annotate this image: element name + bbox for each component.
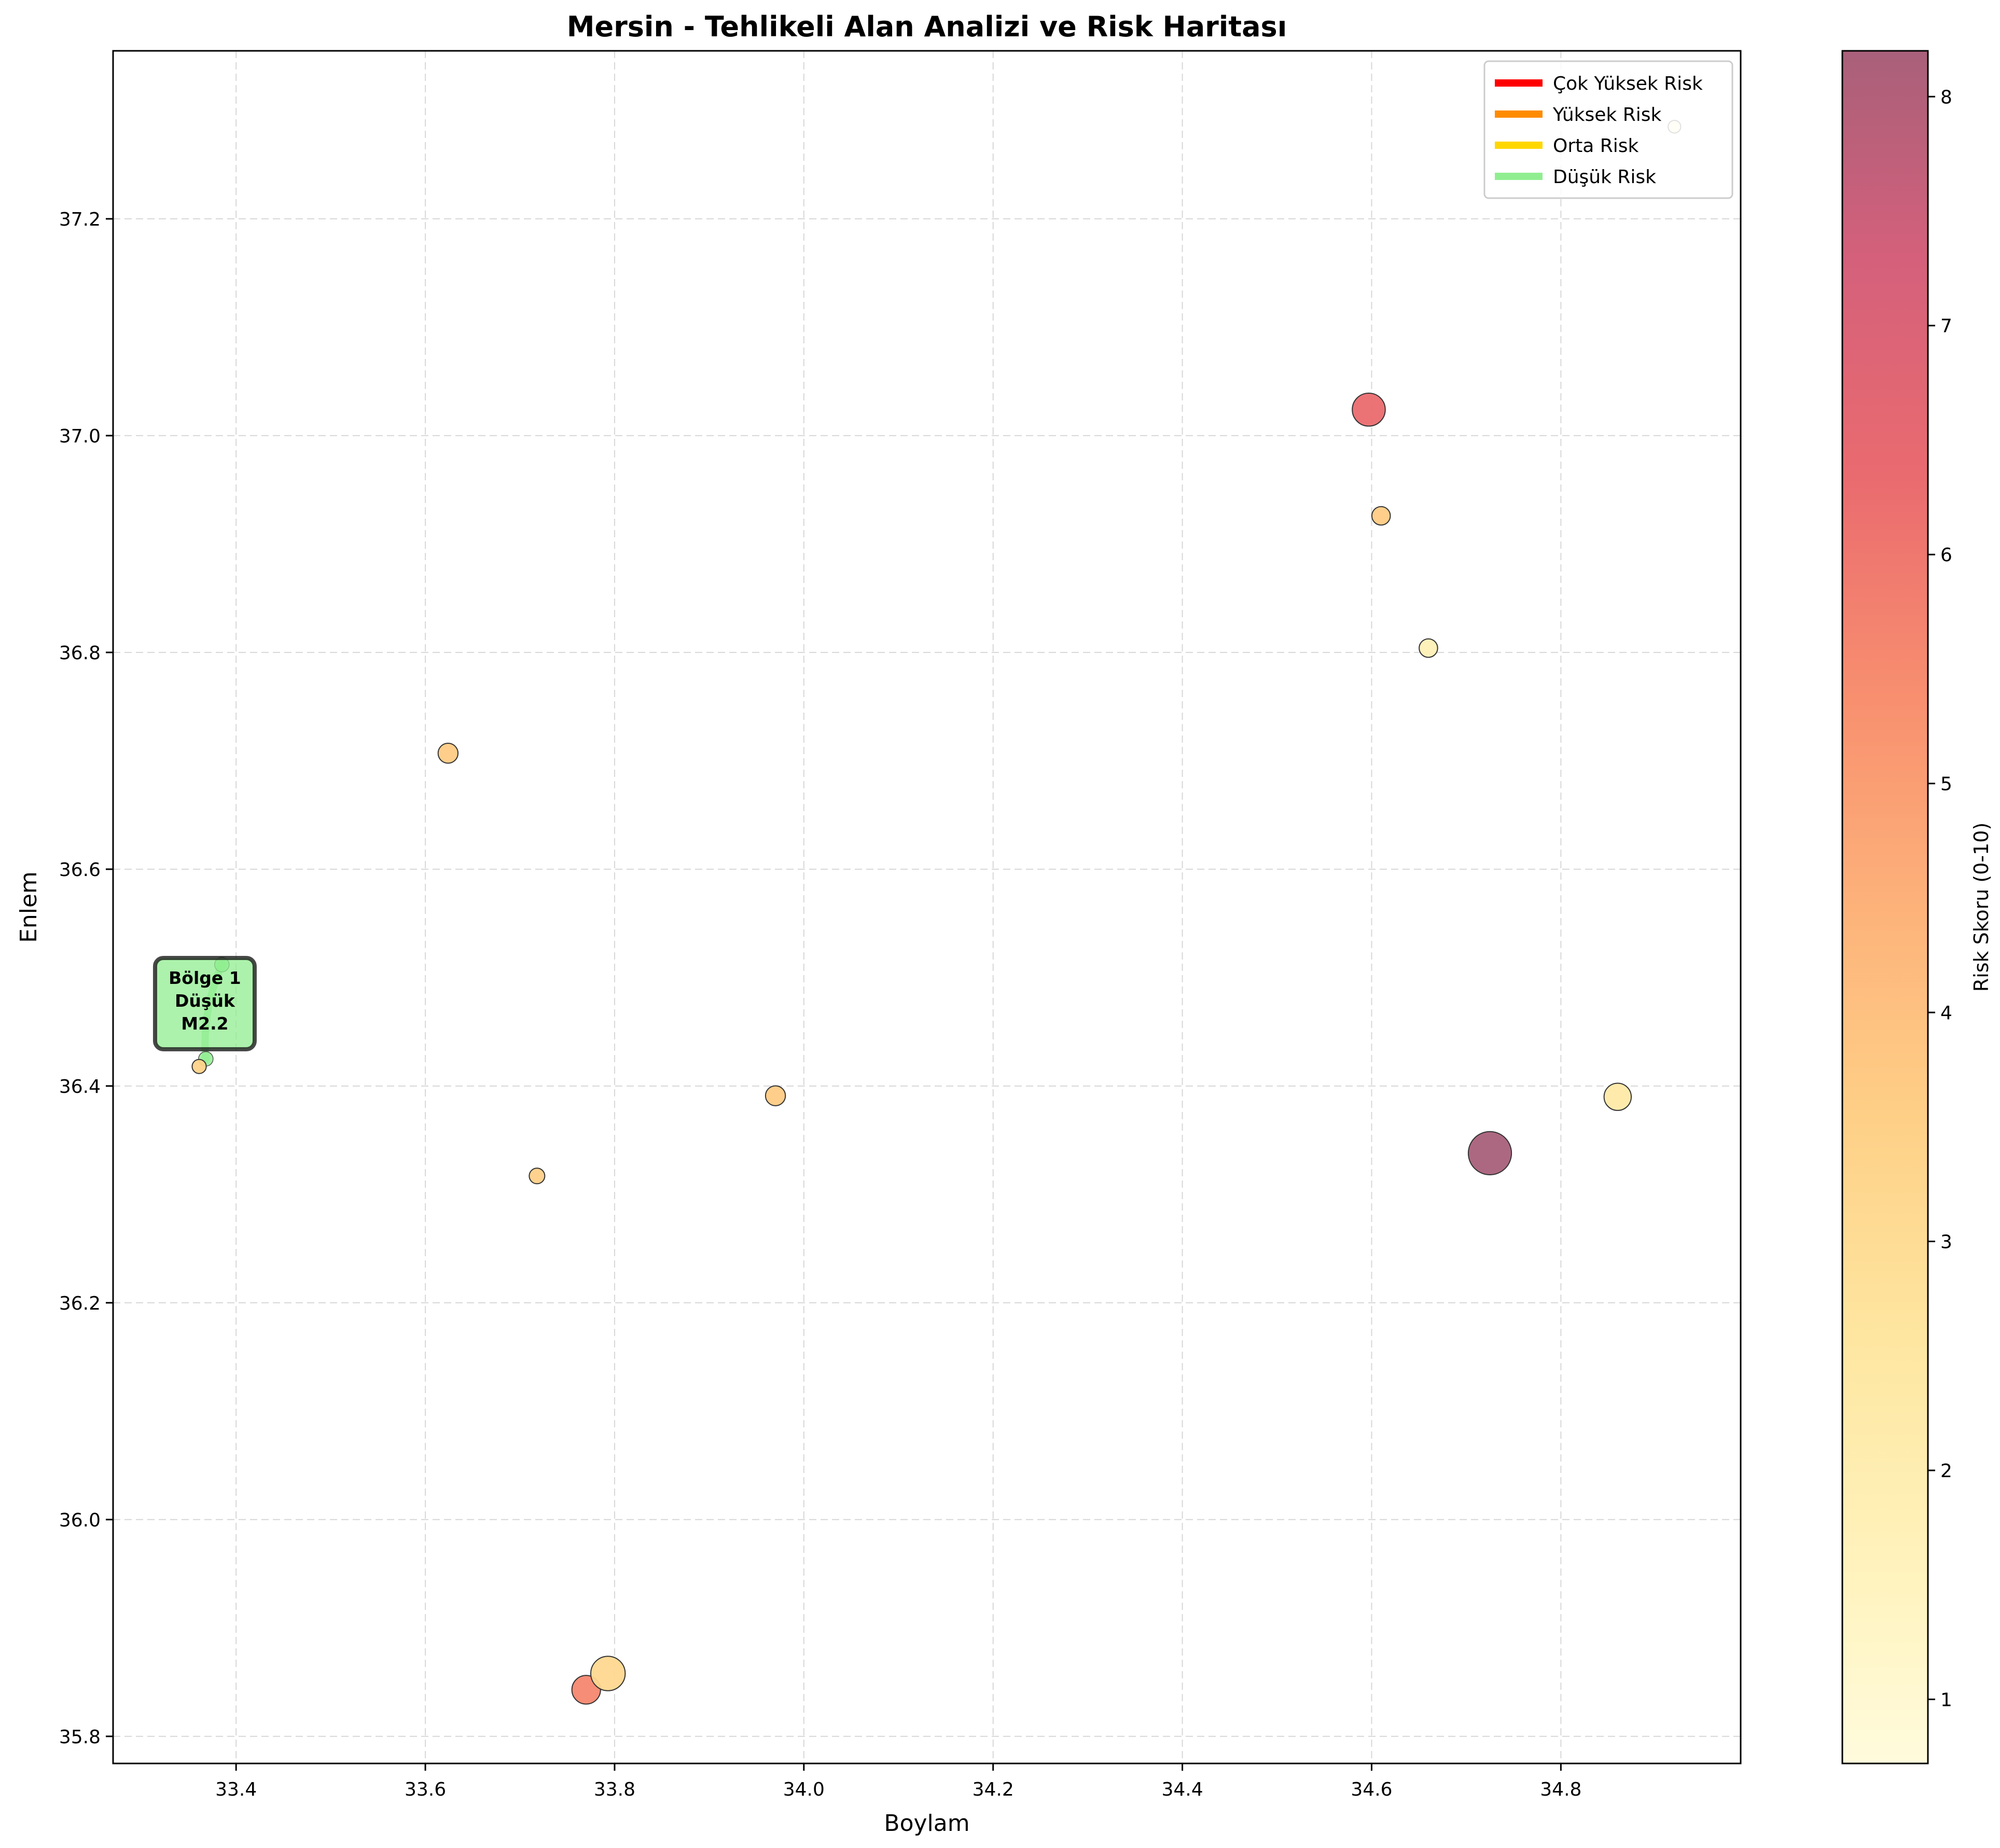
y-tick-label: 36.6 <box>59 859 101 881</box>
annotation-line: Bölge 1 <box>169 968 241 988</box>
colorbar: 1 2 3 4 5 6 7 8 Risk Skoru (0-10) <box>1841 50 1993 1764</box>
annotation-line: M2.2 <box>181 1013 228 1034</box>
legend-box <box>1483 60 1733 199</box>
data-point <box>191 1059 207 1074</box>
colorbar-label: Risk Skoru (0-10) <box>1970 823 1993 992</box>
chart-title: Mersin - Tehlikeli Alan Analizi ve Risk … <box>567 10 1287 43</box>
x-tick-label: 34.6 <box>1351 1779 1392 1800</box>
data-point <box>1467 1131 1512 1176</box>
grid-lines <box>113 51 1741 1763</box>
x-tick-label: 34.2 <box>973 1779 1014 1800</box>
legend-label: Düşük Risk <box>1553 166 1656 188</box>
colorbar-fill <box>1841 50 1929 1764</box>
data-point <box>1603 1082 1632 1111</box>
data-point <box>1352 392 1386 427</box>
colorbar-tick-label: 2 <box>1940 1461 1952 1482</box>
legend: Çok Yüksek Risk Yüksek Risk Orta Risk Düşük… <box>1483 60 1733 199</box>
y-tick-label: 36.2 <box>59 1293 101 1314</box>
legend-label: Çok Yüksek Risk <box>1553 73 1703 94</box>
annotation-line: Düşük <box>175 991 235 1011</box>
y-tick-label: 37.0 <box>59 426 101 447</box>
y-axis-ticks: 35.8 36.0 36.2 36.4 36.6 36.8 37.0 37.2 <box>59 209 113 1748</box>
data-point <box>529 1168 546 1185</box>
colorbar-tick-label: 6 <box>1940 545 1952 566</box>
data-point <box>1419 638 1438 658</box>
y-tick-label: 36.0 <box>59 1510 101 1531</box>
y-tick-label: 36.8 <box>59 643 101 664</box>
colorbar-tick-label: 4 <box>1940 1003 1952 1024</box>
x-tick-label: 33.6 <box>405 1779 446 1800</box>
data-point <box>437 743 459 764</box>
y-axis-label: Enlem <box>16 871 42 943</box>
data-point <box>1371 506 1391 526</box>
x-tick-label: 33.4 <box>215 1779 257 1800</box>
data-points <box>191 120 1682 1705</box>
colorbar-tick-label: 5 <box>1940 774 1952 795</box>
data-point <box>765 1085 786 1106</box>
x-tick-label: 34.0 <box>783 1779 825 1800</box>
legend-label: Yüksek Risk <box>1552 104 1661 126</box>
colorbar-tick-label: 7 <box>1940 316 1952 337</box>
colorbar-tick-label: 3 <box>1940 1232 1952 1253</box>
colorbar-tick-label: 1 <box>1940 1689 1952 1711</box>
colorbar-ticks: 1 2 3 4 5 6 7 8 <box>1928 87 1952 1711</box>
x-tick-label: 34.8 <box>1540 1779 1581 1800</box>
annotation-box <box>152 955 257 1051</box>
y-tick-label: 37.2 <box>59 209 101 230</box>
legend-label: Orta Risk <box>1553 135 1639 157</box>
y-tick-label: 36.4 <box>59 1076 101 1097</box>
plot-frame <box>112 50 1742 1764</box>
x-axis-ticks: 33.4 33.6 33.8 34.0 34.2 34.4 34.6 34.8 <box>215 1763 1581 1800</box>
x-axis-label: Boylam <box>884 1810 969 1837</box>
data-point <box>590 1656 626 1691</box>
x-tick-label: 33.8 <box>594 1779 635 1800</box>
colorbar-tick-label: 8 <box>1940 87 1952 108</box>
y-tick-label: 35.8 <box>59 1727 101 1748</box>
x-tick-label: 34.4 <box>1162 1779 1203 1800</box>
